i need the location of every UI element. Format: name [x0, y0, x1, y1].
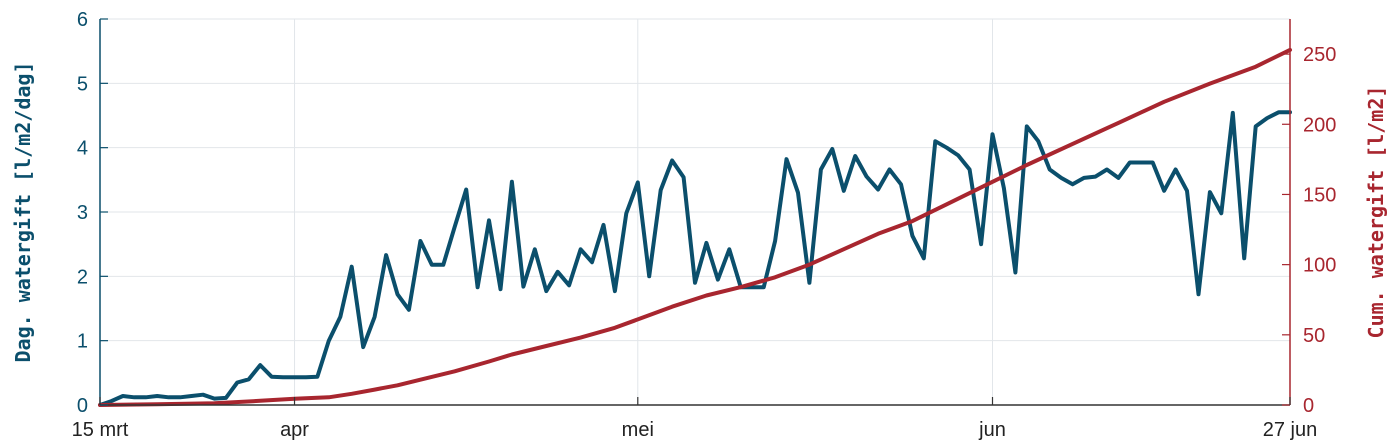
- y-axis-left-title: Dag. watergift [l/m2/dag]: [11, 61, 35, 362]
- y-left-tick-label: 0: [77, 395, 88, 417]
- grid-lines: [99, 18, 1291, 406]
- x-tick-label: jun: [978, 419, 1006, 441]
- y-left-tick-label: 3: [77, 202, 88, 224]
- y-right-tick-label: 100: [1303, 255, 1336, 277]
- series-line-daily: [98, 110, 1292, 407]
- y-right-tick-label: 250: [1303, 44, 1336, 66]
- y-axis-right-title: Cum. watergift [l/m2]: [1364, 86, 1388, 339]
- x-tick-label: 27 jun: [1263, 419, 1318, 441]
- y-left-tick-label: 1: [77, 331, 88, 353]
- y-left-tick-label: 2: [77, 266, 88, 288]
- series-lines: [98, 47, 1292, 407]
- x-tick-label: apr: [280, 419, 309, 441]
- x-tick-label: mei: [622, 419, 654, 441]
- y-right-tick-label: 200: [1303, 114, 1336, 136]
- x-tick-label: 15 mrt: [72, 419, 129, 441]
- y-right-tick-label: 150: [1303, 184, 1336, 206]
- tick-labels: 0 1 2 3 4 5 6 0 50 100 150 200 250 15 mrt apr mei jun 27 …: [72, 9, 1337, 441]
- axes: [99, 18, 1291, 406]
- y-left-tick-label: 4: [77, 138, 88, 160]
- y-right-tick-label: 0: [1303, 395, 1314, 417]
- y-left-tick-label: 6: [77, 9, 88, 31]
- y-right-tick-label: 50: [1303, 325, 1325, 347]
- series-line-cumulative: [98, 47, 1292, 407]
- y-left-tick-label: 5: [77, 73, 88, 95]
